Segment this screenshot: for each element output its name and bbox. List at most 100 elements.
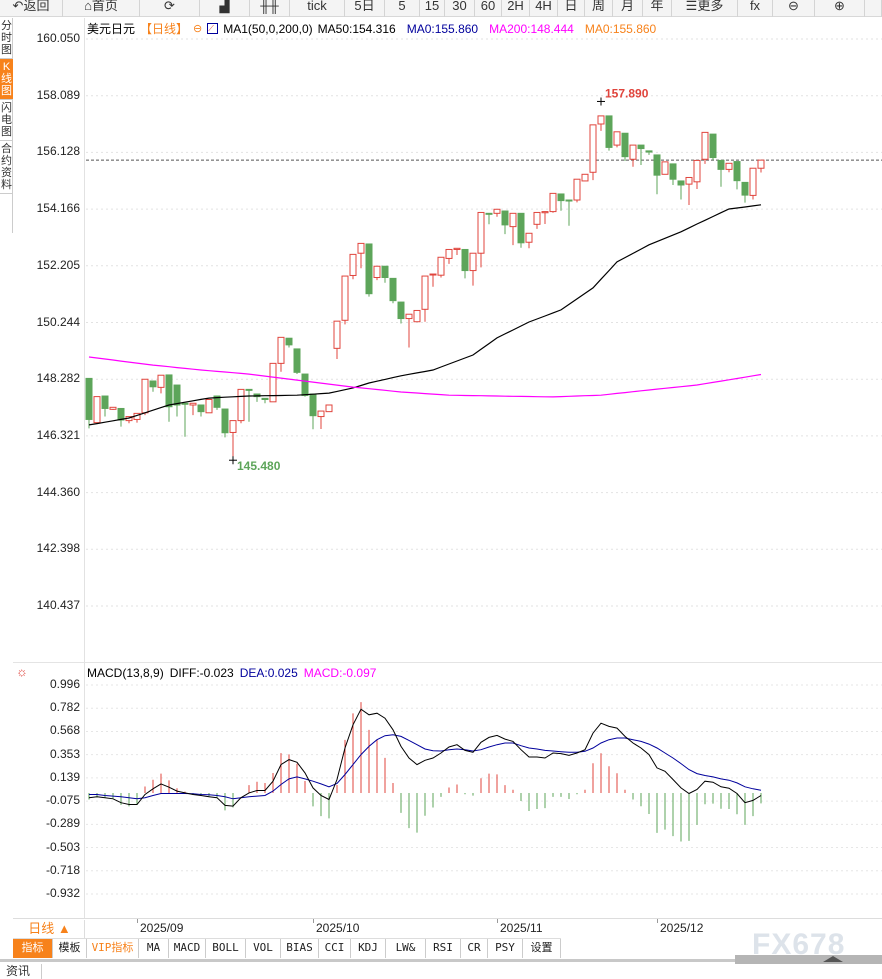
period-dropdown[interactable]: 日线 ▲ [15, 920, 85, 938]
settings-circle-icon[interactable]: ⊖ [193, 23, 203, 35]
candle-up [205, 399, 213, 414]
candle-down [389, 277, 397, 302]
candle-down [117, 407, 125, 421]
indicator-tab-0[interactable]: 指标 [13, 939, 53, 958]
candle-down [165, 374, 173, 408]
macd-value: MACD:-0.097 [303, 666, 377, 680]
candle-up [685, 176, 693, 185]
chart-legend: 美元日元 【日线】 ⊖ ⟋ MA1(50,0,200,0) MA50:154.3… [87, 20, 656, 37]
period-5-button[interactable]: 5 [385, 0, 420, 17]
period-tick-button[interactable]: tick [290, 0, 345, 17]
symbol-name: 美元日元 [87, 22, 136, 36]
indicator-tab-10[interactable]: LW& [386, 939, 426, 958]
candle-down [197, 404, 205, 413]
candle-down [213, 395, 221, 408]
zoom-out-button[interactable]: ⊖ [773, 0, 815, 17]
candle-up [693, 159, 701, 183]
candle-down [285, 337, 293, 346]
candle-up [597, 115, 605, 125]
date-tick-label: 2025/10 [316, 921, 360, 935]
candle-up [413, 309, 421, 323]
view-sidebar: 分时图 K线图 闪电图 合约资料 [0, 18, 13, 233]
candle-up [317, 410, 325, 418]
indicator-tab-7[interactable]: BIAS [281, 939, 319, 958]
candle-up [613, 131, 621, 146]
indicator-tab-3[interactable]: MA [139, 939, 169, 958]
candle-up [725, 162, 733, 170]
price-tick-label: 144.360 [36, 484, 80, 499]
candle-down [565, 199, 573, 202]
date-tick [313, 919, 314, 923]
function-button[interactable]: fx [738, 0, 773, 17]
candle-up [141, 378, 149, 414]
tab-news[interactable]: 资讯 [0, 964, 42, 979]
price-tick-label: 158.089 [36, 87, 80, 102]
candle-down [101, 395, 109, 409]
indicator-tab-13[interactable]: PSY [488, 939, 523, 958]
candle-down [85, 377, 93, 420]
candle-up [93, 396, 101, 424]
period-年-button[interactable]: 年 [643, 0, 672, 17]
candle-up [405, 313, 413, 320]
back-button[interactable]: ↶返回 [0, 0, 63, 17]
candlestick-button[interactable]: ╫╫ [250, 0, 290, 17]
kline-chart[interactable]: 157.890 145.480 [0, 0, 882, 918]
indicator-tab-2[interactable]: VIP指标 [87, 939, 139, 958]
gear-icon[interactable]: ☼ [16, 664, 28, 679]
low-price-label: 145.480 [237, 459, 281, 473]
period-月-button[interactable]: 月 [613, 0, 643, 17]
macd-tick-label: 0.139 [49, 769, 80, 784]
indicator-tab-6[interactable]: VOL [246, 939, 281, 958]
indicator-tab-9[interactable]: KDJ [351, 939, 386, 958]
candle-up [573, 178, 581, 201]
indicator-tab-11[interactable]: RSI [426, 939, 461, 958]
candle-up [157, 374, 165, 388]
zoom-in-button[interactable]: ⊕ [815, 0, 865, 17]
indicator-tab-1[interactable]: 模板 [53, 939, 87, 958]
date-tick [137, 919, 138, 923]
refresh-button[interactable]: ⟳ [140, 0, 200, 17]
sidebar-tab-2[interactable]: 闪电图 [0, 100, 13, 141]
indicator-name: MA1(50,0,200,0) [223, 21, 313, 36]
indicator-tab-5[interactable]: BOLL [206, 939, 246, 958]
period-60-button[interactable]: 60 [475, 0, 502, 17]
period-日-button[interactable]: 日 [558, 0, 585, 17]
sidebar-tab-0[interactable]: 分时图 [0, 18, 13, 59]
candle-up [581, 173, 589, 182]
candle-up [437, 256, 445, 276]
candle-up [421, 275, 429, 310]
indicator-tab-8[interactable]: CCI [319, 939, 351, 958]
home-button[interactable]: ⌂首页 [63, 0, 140, 17]
price-tick-label: 150.244 [36, 314, 80, 329]
candle-down [397, 301, 405, 320]
candle-up [533, 211, 541, 225]
indicator-tab-14[interactable]: 设置 [523, 939, 561, 958]
candle-up [493, 208, 501, 214]
candle-down [245, 388, 253, 391]
panel-splitter[interactable] [0, 959, 882, 962]
macd-tick-label: -0.289 [45, 816, 80, 831]
indicator-icon[interactable]: ⟋ [207, 23, 219, 34]
collapse-handle[interactable] [735, 955, 882, 964]
date-tick-label: 2025/11 [500, 921, 543, 935]
period-15-button[interactable]: 15 [420, 0, 445, 17]
period-30-button[interactable]: 30 [445, 0, 475, 17]
period-2H-button[interactable]: 2H [502, 0, 530, 17]
macd-name: MACD(13,8,9) [87, 666, 164, 680]
chart-button[interactable]: ▟ [200, 0, 250, 17]
period-4H-button[interactable]: 4H [530, 0, 558, 17]
candle-up [189, 402, 197, 406]
dea-value: DEA:0.025 [239, 666, 298, 680]
menu-button[interactable]: ☰更多 [672, 0, 738, 17]
sidebar-tab-1[interactable]: K线图 [0, 59, 13, 100]
sidebar-tab-3[interactable]: 合约资料 [0, 141, 13, 194]
macd-tick-label: -0.075 [45, 793, 80, 808]
indicator-tab-4[interactable]: MACD [169, 939, 206, 958]
macd-tick-label: 0.568 [49, 723, 80, 738]
period-5日-button[interactable]: 5日 [345, 0, 385, 17]
candle-up [341, 275, 349, 321]
candle-up [701, 131, 709, 160]
candle-up [469, 252, 477, 272]
period-周-button[interactable]: 周 [585, 0, 613, 17]
indicator-tab-12[interactable]: CR [461, 939, 488, 958]
